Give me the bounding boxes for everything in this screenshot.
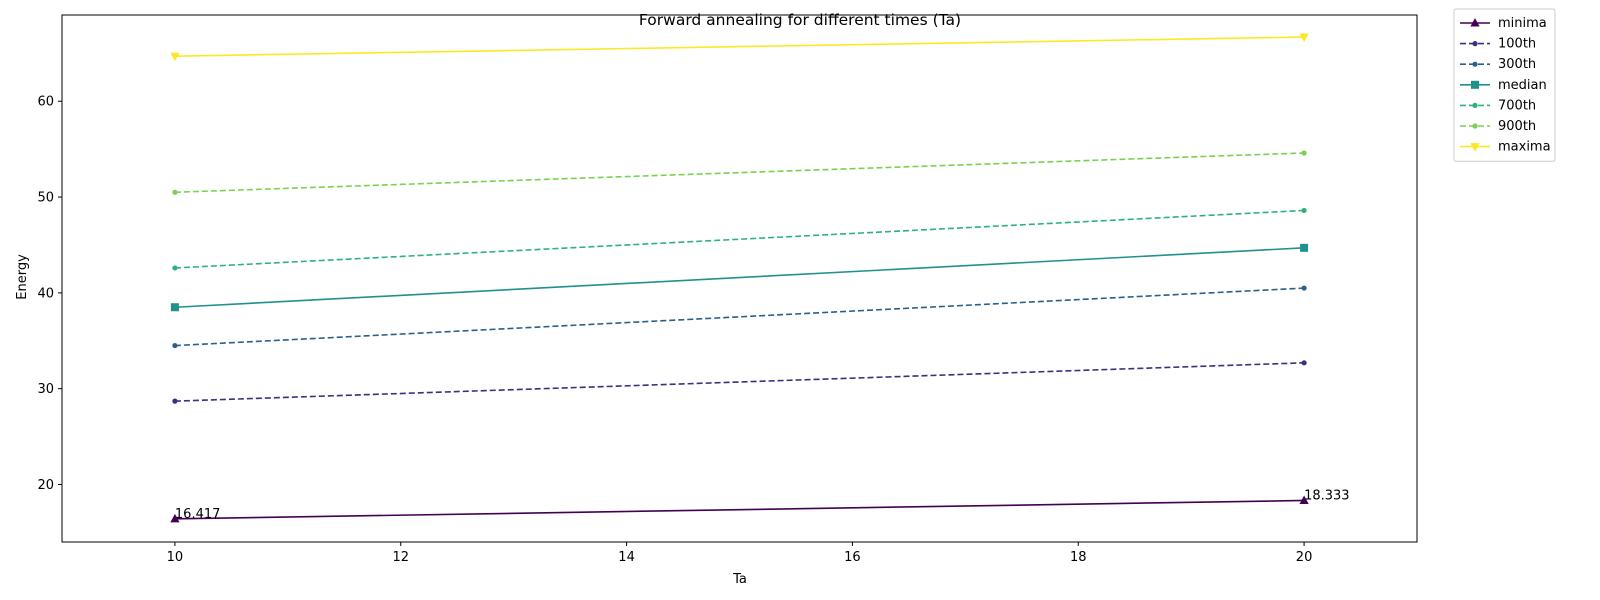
series-line: [174, 247, 1305, 309]
series-line: [174, 499, 1305, 520]
legend-marker: [1472, 41, 1478, 47]
series-100th: [172, 360, 1307, 404]
x-tick-label: 10: [167, 550, 184, 565]
chart-title: Forward annealing for different times (T…: [639, 11, 961, 29]
legend-item-300th: 300th: [1460, 57, 1536, 72]
legend-marker: [1470, 143, 1480, 152]
series-line: [174, 152, 1305, 194]
annotation-label: 18.333: [1304, 488, 1350, 503]
series-700th: [172, 207, 1307, 271]
plot-frame: [61, 14, 1418, 543]
data-point: [1301, 150, 1307, 156]
plot-area: [61, 14, 1418, 543]
series-maxima: [170, 33, 1309, 62]
y-axis: 20 30 40 50 60: [37, 95, 62, 493]
series-minima: [170, 495, 1309, 523]
legend-marker: [1472, 61, 1478, 67]
y-tick-label: 30: [37, 382, 54, 397]
legend-item-900th: 900th: [1460, 119, 1536, 134]
x-tick-label: 18: [1070, 550, 1087, 565]
annotations: 16.417 18.333: [175, 488, 1350, 521]
data-point: [172, 342, 178, 349]
legend-item-median: median: [1460, 78, 1547, 93]
legend-label: 700th: [1498, 98, 1536, 113]
x-axis: 10 12 14 16 18 20: [167, 542, 1313, 565]
legend-item-minima: minima: [1460, 16, 1547, 31]
legend-marker: [1472, 102, 1478, 108]
data-point: [170, 513, 180, 523]
legend-label: median: [1498, 78, 1547, 93]
data-point: [172, 398, 178, 404]
x-axis-label: Ta: [732, 572, 747, 587]
series-900th: [172, 150, 1307, 195]
annotation-label: 16.417: [175, 507, 221, 522]
series-median: [170, 243, 1309, 312]
y-tick-label: 60: [37, 95, 54, 110]
data-point: [1301, 207, 1307, 214]
x-tick-label: 14: [618, 550, 635, 565]
x-tick-label: 20: [1296, 550, 1313, 565]
data-point: [1301, 285, 1307, 291]
data-point: [170, 303, 179, 312]
legend-label: 900th: [1498, 119, 1536, 134]
data-point: [172, 265, 178, 271]
legend-label: 300th: [1498, 57, 1536, 72]
legend-marker: [1470, 18, 1480, 27]
x-tick-label: 12: [392, 550, 409, 565]
legend-label: 100th: [1498, 37, 1536, 52]
legend-label: minima: [1498, 16, 1547, 31]
x-tick-label: 16: [844, 550, 861, 565]
legend-marker: [1471, 80, 1479, 89]
series-line: [174, 287, 1305, 347]
y-tick-label: 20: [37, 478, 54, 493]
data-point: [1301, 360, 1307, 366]
series-line: [174, 362, 1305, 402]
legend-item-100th: 100th: [1460, 37, 1536, 52]
legend-item-maxima: maxima: [1460, 140, 1551, 155]
y-tick-label: 40: [37, 286, 54, 301]
series-line: [174, 36, 1305, 58]
legend: minima 100th 300th median 700th 900th maxima: [1453, 8, 1556, 162]
legend-item-700th: 700th: [1460, 98, 1536, 113]
data-point: [1299, 33, 1309, 43]
data-point: [1299, 495, 1309, 504]
series-layer: [170, 33, 1309, 523]
legend-marker: [1472, 123, 1478, 129]
y-axis-label: Energy: [15, 254, 30, 300]
data-point: [1300, 243, 1309, 252]
legend-label: maxima: [1498, 140, 1551, 155]
series-line: [174, 209, 1305, 269]
legend-frame: [1453, 8, 1556, 162]
y-tick-label: 50: [37, 191, 54, 206]
data-point: [170, 52, 180, 62]
series-300th: [172, 285, 1307, 349]
data-point: [172, 189, 178, 195]
